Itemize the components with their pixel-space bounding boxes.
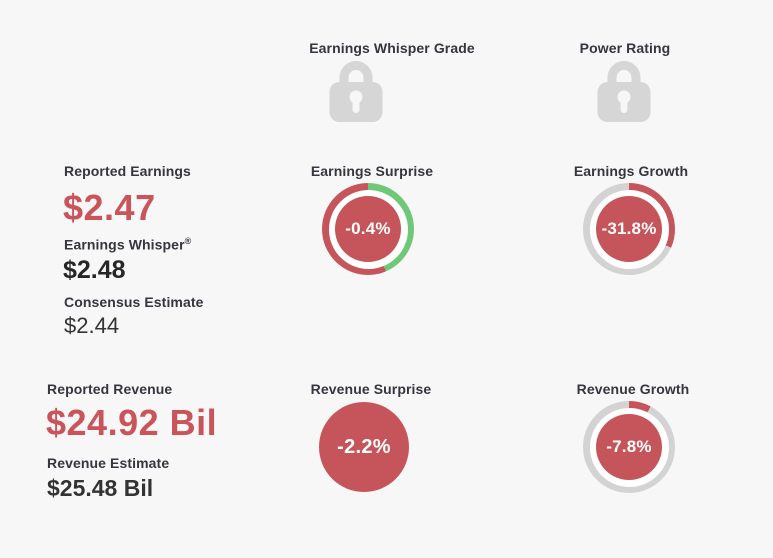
earnings-surprise-ring-gap: -0.4% (328, 189, 408, 269)
earnings-whisper-label: Earnings Whisper® (64, 236, 191, 253)
revenue-growth-ring-gap: -7.8% (589, 407, 669, 487)
reported-revenue-label: Reported Revenue (47, 381, 173, 397)
revenue-surprise-gauge: -2.2% (319, 402, 409, 492)
consensus-estimate-label: Consensus Estimate (64, 294, 204, 310)
earnings-surprise-label: Earnings Surprise (310, 163, 434, 179)
earnings-growth-gauge: -31.8% (583, 183, 675, 275)
consensus-estimate-value: $2.44 (64, 313, 120, 338)
earnings-whisper-value: $2.48 (63, 256, 126, 284)
lock-icon (597, 61, 651, 122)
revenue-growth-ring: -7.8% (583, 401, 675, 493)
reported-earnings-value: $2.47 (63, 187, 156, 228)
revenue-growth-value: -7.8% (596, 414, 662, 480)
revenue-growth-gauge: -7.8% (583, 401, 675, 493)
reported-revenue-value: $24.92 Bil (46, 402, 218, 443)
earnings-growth-ring: -31.8% (583, 183, 675, 275)
earnings-growth-ring-gap: -31.8% (589, 189, 669, 269)
revenue-surprise-label: Revenue Surprise (310, 381, 432, 397)
earnings-whisper-grade-label: Earnings Whisper Grade (309, 40, 475, 56)
power-rating-lock-icon[interactable] (597, 60, 651, 123)
earnings-surprise-gauge: -0.4% (322, 183, 414, 275)
reported-earnings-label: Reported Earnings (64, 163, 191, 179)
power-rating-label: Power Rating (579, 40, 671, 56)
revenue-growth-label: Revenue Growth (576, 381, 690, 397)
revenue-estimate-value: $25.48 Bil (47, 475, 154, 501)
revenue-surprise-value: -2.2% (319, 402, 409, 492)
earnings-surprise-ring: -0.4% (322, 183, 414, 275)
earnings-growth-label: Earnings Growth (573, 163, 689, 179)
lock-icon (329, 61, 383, 122)
earnings-surprise-value: -0.4% (335, 196, 401, 262)
grade-lock-icon[interactable] (329, 60, 383, 123)
registered-trademark-symbol: ® (184, 236, 192, 246)
revenue-estimate-label: Revenue Estimate (47, 455, 170, 471)
earnings-whisper-label-text: Earnings Whisper (64, 236, 185, 253)
earnings-growth-value: -31.8% (596, 196, 662, 262)
